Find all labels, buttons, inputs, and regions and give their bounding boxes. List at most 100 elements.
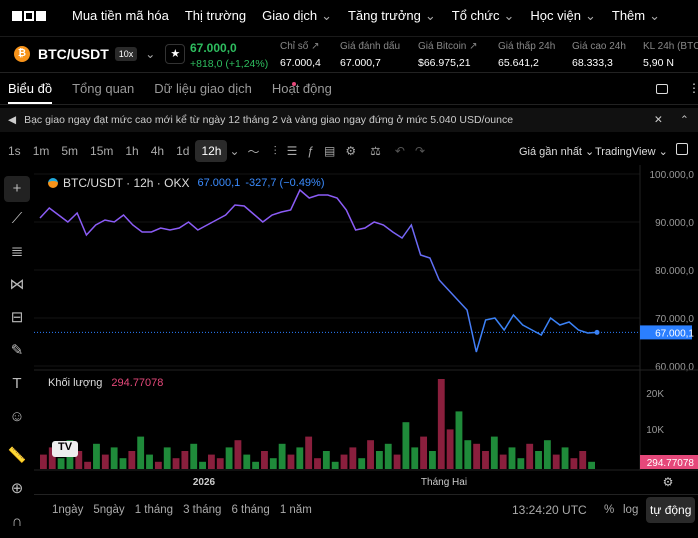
timeframe-12h[interactable]: 12h	[195, 140, 228, 162]
ticker-stat: Giá cao 24h 68.333,3	[572, 41, 626, 69]
favorite-star-icon[interactable]: ★	[165, 43, 186, 64]
emoji-icon[interactable]: ☺	[9, 408, 25, 425]
volume-tick-label: 20K	[646, 389, 664, 400]
volume-bar	[269, 458, 277, 469]
price-line[interactable]	[39, 188, 598, 353]
nav-menu-item[interactable]: Tăng trưởng ⌄	[348, 8, 436, 24]
formula-icon[interactable]: ƒ	[307, 144, 315, 158]
volume-bar	[455, 411, 463, 469]
price-type-select[interactable]: Giá gần nhất ⌄	[519, 145, 595, 158]
volume-bar	[243, 454, 251, 469]
crosshair-icon[interactable]: +	[4, 176, 30, 202]
volume-bar	[402, 422, 410, 469]
nav-menu-item[interactable]: Giao dịch ⌄	[262, 8, 332, 24]
chevron-down-icon[interactable]: ⌄	[229, 144, 240, 158]
text-icon[interactable]: T	[12, 375, 22, 392]
pair-name[interactable]: BTC/USDT	[38, 45, 109, 62]
last-price-tag	[640, 325, 692, 340]
announcement-text[interactable]: Bạc giao ngay đạt mức cao mới kể từ ngày…	[24, 114, 514, 126]
range-button[interactable]: 1 tháng	[134, 503, 174, 516]
redo-icon[interactable]: ↷	[414, 144, 426, 158]
tab-activity[interactable]: Hoạt động	[271, 81, 332, 96]
line-style-icon[interactable]: 〜	[247, 144, 260, 159]
window-icon[interactable]	[656, 84, 668, 94]
indicators-icon[interactable]: ⫶	[273, 143, 277, 158]
magnet-icon[interactable]: ∩	[11, 513, 23, 530]
volume-legend: Khối lượng 294.77078	[48, 377, 163, 389]
auto-toggle[interactable]: tự động	[646, 496, 696, 523]
volume-bar	[561, 447, 569, 469]
tab-trading-data[interactable]: Dữ liệu giao dịch	[154, 81, 252, 96]
nav-menu-item[interactable]: Thị trường	[185, 8, 246, 24]
chevron-down-icon: ⌄	[649, 8, 661, 23]
nav-menu-item[interactable]: Tổ chức ⌄	[452, 8, 515, 24]
nav-menu-item[interactable]: Thêm ⌄	[612, 8, 660, 24]
fib-icon[interactable]: ≣	[10, 243, 24, 260]
zoom-in-icon[interactable]: ⊕	[10, 480, 24, 497]
announcement-bar[interactable]: ◀ Bạc giao ngay đạt mức cao mới kể từ ng…	[0, 108, 698, 132]
range-button[interactable]: 1ngày	[52, 503, 84, 516]
price-chart[interactable]: 100.000,0 90.000,0 80.000,0 70.000,0 60.000,…	[34, 165, 698, 493]
chart-type-select[interactable]: TradingView ⌄	[595, 145, 668, 158]
x-tick-label: Tháng Hai	[421, 477, 467, 488]
brush-icon[interactable]: ✎	[10, 342, 24, 359]
axis-settings-icon[interactable]: ⚙	[663, 475, 674, 489]
close-icon[interactable]: ✕	[654, 114, 663, 126]
volume-bar	[508, 447, 516, 469]
range-button[interactable]: 6 tháng	[231, 503, 270, 516]
nav-menu-item[interactable]: Mua tiền mã hóa	[72, 8, 169, 24]
more-icon[interactable]: ⋮	[688, 81, 698, 95]
volume-bar	[322, 451, 330, 469]
leverage-badge: 10x	[114, 46, 138, 61]
top-nav: Mua tiền mã hóa Thị trường Giao dịch ⌄ Tăng …	[0, 0, 698, 32]
timeframe-1h[interactable]: 1h	[125, 144, 139, 158]
log-toggle[interactable]: log	[623, 503, 639, 516]
timeframe-1s[interactable]: 1s	[8, 144, 21, 158]
timeframe-5m[interactable]: 5m	[61, 144, 79, 158]
timeframe-4h[interactable]: 4h	[150, 144, 165, 158]
legend-value: 67.000,1	[197, 177, 241, 189]
collapse-icon[interactable]: ⌃	[680, 114, 689, 126]
nav-menu-label: Giao dịch	[262, 8, 318, 23]
tab-chart[interactable]: Biểu đồ	[8, 81, 53, 104]
undo-icon[interactable]: ↶	[394, 144, 405, 158]
pattern-icon[interactable]: ⋈	[9, 276, 25, 293]
okx-logo[interactable]	[12, 11, 46, 21]
volume-bar	[331, 461, 339, 469]
chevron-down-icon[interactable]: ⌄	[145, 46, 156, 61]
range-button[interactable]: 5ngày	[93, 503, 125, 516]
volume-bar	[261, 451, 268, 469]
calendar-icon[interactable]: ▤	[324, 144, 336, 158]
timeframe-15m[interactable]: 15m	[90, 144, 114, 158]
scale-icon[interactable]: ⚖	[370, 144, 381, 158]
nav-menu-item[interactable]: Học viện ⌄	[530, 8, 595, 24]
volume-bar	[349, 447, 357, 469]
chevron-down-icon: ⌄	[321, 8, 332, 23]
stat-label: Giá thấp 24h	[498, 41, 556, 52]
timeframe-1d[interactable]: 1d	[176, 144, 190, 158]
volume-bar	[384, 443, 392, 469]
ruler-icon[interactable]: 📏	[7, 447, 27, 464]
timeframe-1m[interactable]: 1m	[32, 144, 50, 158]
range-button[interactable]: 3 tháng	[183, 503, 222, 516]
y-tick-label: 90.000,0	[655, 218, 694, 229]
nav-menu-label: Tăng trưởng	[347, 8, 421, 23]
range-button[interactable]: 1 năm	[279, 503, 312, 516]
legend-title: BTC/USDT · 12h · OKX	[63, 176, 190, 190]
projection-icon[interactable]: ⊟	[10, 309, 24, 326]
volume-bar	[172, 458, 180, 469]
tab-overview[interactable]: Tổng quan	[72, 81, 135, 96]
stat-label: Giá đánh dấu	[340, 41, 401, 52]
volume-bar	[490, 436, 498, 469]
trendline-icon[interactable]: ⟋	[11, 210, 23, 227]
x-tick-label: 2026	[193, 477, 216, 488]
list-icon[interactable]: ☰	[286, 144, 298, 158]
nav-menu-label: Thêm	[611, 8, 646, 23]
volume-bar	[163, 447, 171, 469]
gear-icon[interactable]: ⚙	[345, 144, 357, 158]
ticker-stat: Giá thấp 24h 65.641,2	[498, 41, 555, 69]
percent-toggle[interactable]: %	[604, 503, 615, 516]
drawing-sidebar: + ⟋ ≣ ⋈ ⊟ ✎ T ☺ 📏 ⊕ ∩	[0, 170, 34, 538]
tradingview-logo: TV	[52, 441, 78, 457]
fullscreen-icon[interactable]	[676, 143, 688, 155]
